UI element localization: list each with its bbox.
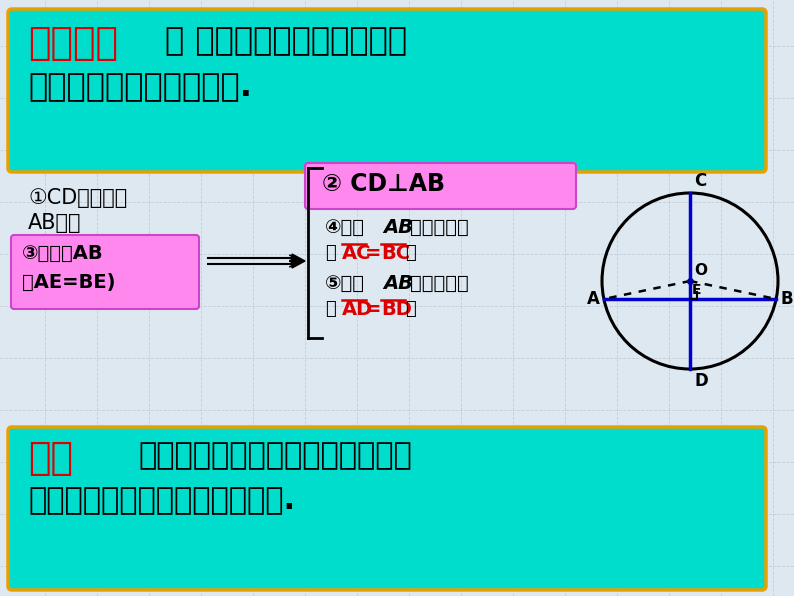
Text: AB: AB bbox=[383, 218, 413, 237]
Text: ： 垂直于弦的直径平分弦，: ： 垂直于弦的直径平分弦， bbox=[165, 26, 407, 57]
Text: =: = bbox=[365, 300, 381, 319]
Text: 所对的优弧: 所对的优弧 bbox=[410, 218, 468, 237]
Text: AD: AD bbox=[342, 300, 373, 319]
Text: D: D bbox=[694, 372, 707, 390]
Text: 垂径定理: 垂径定理 bbox=[28, 26, 118, 62]
Text: ：平分弦（不是直径）的直径垂直: ：平分弦（不是直径）的直径垂直 bbox=[138, 441, 412, 470]
Text: C: C bbox=[694, 172, 706, 190]
Text: ①CD是直径，: ①CD是直径， bbox=[28, 188, 127, 208]
Text: AB是弦: AB是弦 bbox=[28, 213, 82, 233]
Text: E: E bbox=[692, 283, 702, 297]
Polygon shape bbox=[292, 254, 305, 268]
Text: ④平分: ④平分 bbox=[325, 218, 365, 237]
Text: 并且平分弦所对的两条弧.: 并且平分弦所对的两条弧. bbox=[28, 72, 252, 103]
Text: ② CD⊥AB: ② CD⊥AB bbox=[322, 172, 445, 196]
Text: AC: AC bbox=[342, 244, 372, 263]
Text: ）: ） bbox=[405, 300, 416, 318]
Text: （: （ bbox=[325, 300, 336, 318]
Text: 推论: 推论 bbox=[28, 441, 73, 477]
Text: ⑤平分: ⑤平分 bbox=[325, 274, 365, 293]
Text: （AE=BE): （AE=BE) bbox=[22, 273, 115, 292]
Text: O: O bbox=[694, 263, 707, 278]
Text: （: （ bbox=[325, 244, 336, 262]
Text: BD: BD bbox=[381, 300, 412, 319]
Text: BC: BC bbox=[381, 244, 410, 263]
Text: A: A bbox=[587, 290, 599, 308]
FancyBboxPatch shape bbox=[305, 163, 576, 209]
Text: ）: ） bbox=[405, 244, 416, 262]
Text: AB: AB bbox=[383, 274, 413, 293]
FancyBboxPatch shape bbox=[8, 427, 766, 590]
Text: B: B bbox=[781, 290, 792, 308]
Text: =: = bbox=[365, 244, 381, 263]
Text: 于弦，并且平分弦所对的两条弧.: 于弦，并且平分弦所对的两条弧. bbox=[28, 486, 295, 515]
FancyBboxPatch shape bbox=[11, 235, 199, 309]
FancyBboxPatch shape bbox=[8, 9, 766, 172]
Text: 所对的劣弧: 所对的劣弧 bbox=[410, 274, 468, 293]
Text: ③平分弦AB: ③平分弦AB bbox=[22, 244, 104, 263]
